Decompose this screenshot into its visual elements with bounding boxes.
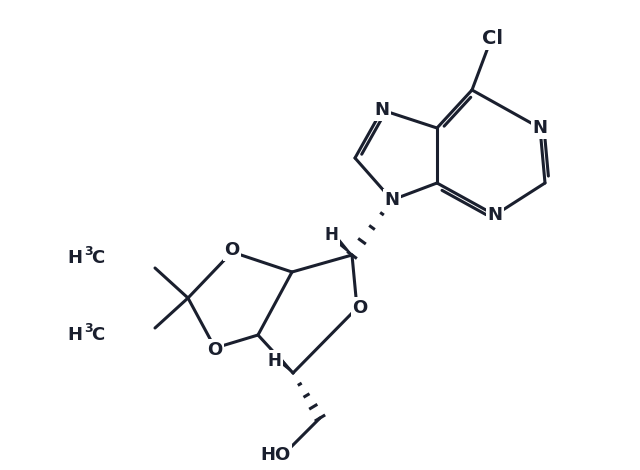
Text: H: H <box>67 326 82 344</box>
Text: C: C <box>91 249 104 267</box>
Polygon shape <box>333 236 352 255</box>
Text: HO: HO <box>260 446 290 464</box>
Text: C: C <box>91 326 104 344</box>
Text: 3: 3 <box>84 322 93 335</box>
Text: N: N <box>385 191 399 209</box>
Text: H: H <box>324 226 338 244</box>
Text: N: N <box>488 206 502 224</box>
Text: H: H <box>267 352 281 370</box>
Text: H: H <box>67 249 82 267</box>
Text: N: N <box>374 101 390 119</box>
Polygon shape <box>276 356 293 373</box>
Text: O: O <box>207 341 223 359</box>
Text: O: O <box>225 241 239 259</box>
Text: 3: 3 <box>84 245 93 258</box>
Text: Cl: Cl <box>481 29 502 47</box>
Text: O: O <box>353 299 367 317</box>
Text: N: N <box>532 119 547 137</box>
